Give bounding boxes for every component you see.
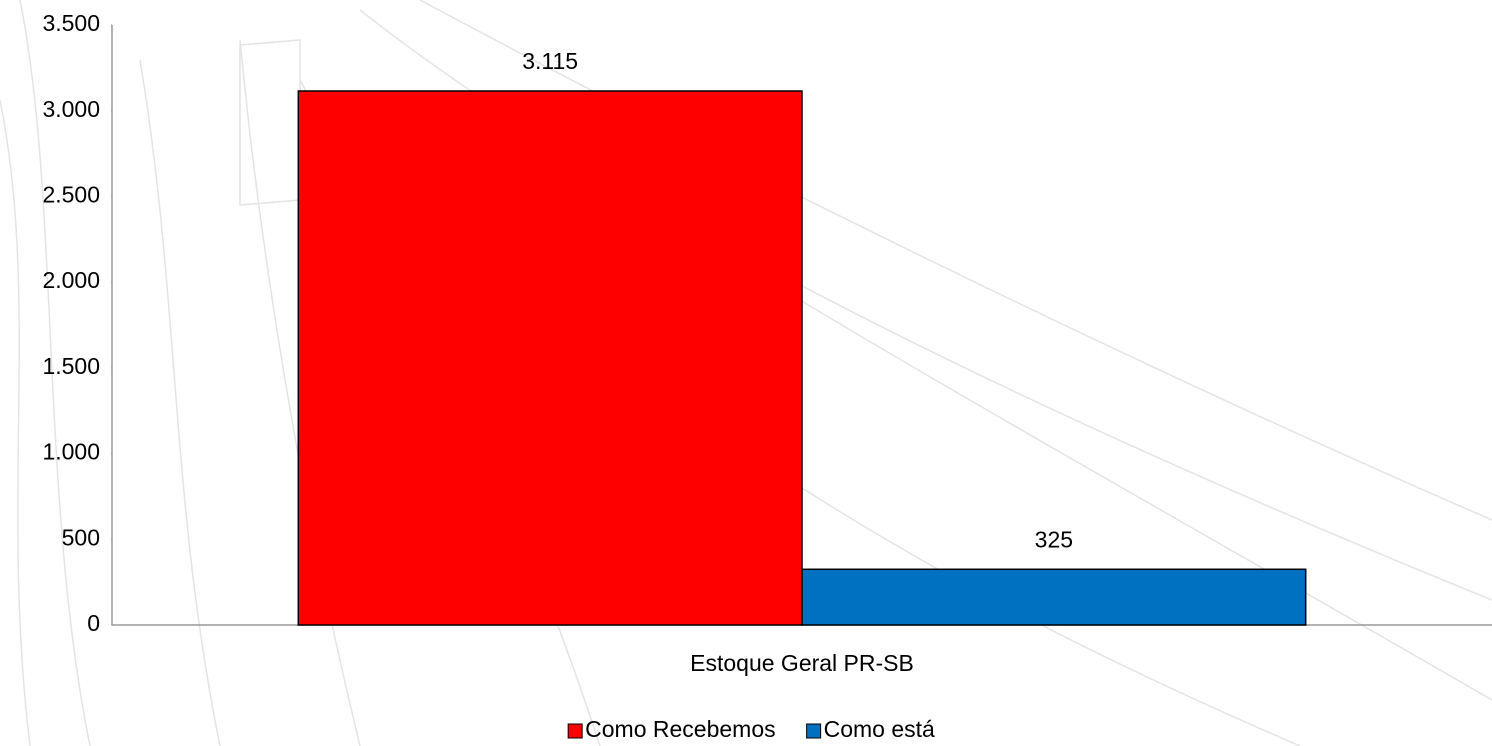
data-label: 325 [1035,526,1073,552]
y-tick-label: 2.500 [42,182,100,208]
legend-swatch [567,723,583,739]
y-tick-label: 3.000 [42,96,100,122]
legend-label: Como está [824,716,935,742]
y-tick-label: 1.000 [42,439,100,465]
bar [801,568,1307,626]
y-tick-label: 500 [62,524,100,550]
bar [297,90,803,626]
y-tick-label: 0 [87,610,100,636]
y-tick-label: 1.500 [42,353,100,379]
legend-swatch [806,723,822,739]
y-tick-label: 2.000 [42,267,100,293]
y-tick-label: 3.500 [42,10,100,36]
data-label: 3.115 [522,48,578,74]
legend-label: Como Recebemos [585,716,775,742]
x-tick-label: Estoque Geral PR-SB [690,650,914,676]
